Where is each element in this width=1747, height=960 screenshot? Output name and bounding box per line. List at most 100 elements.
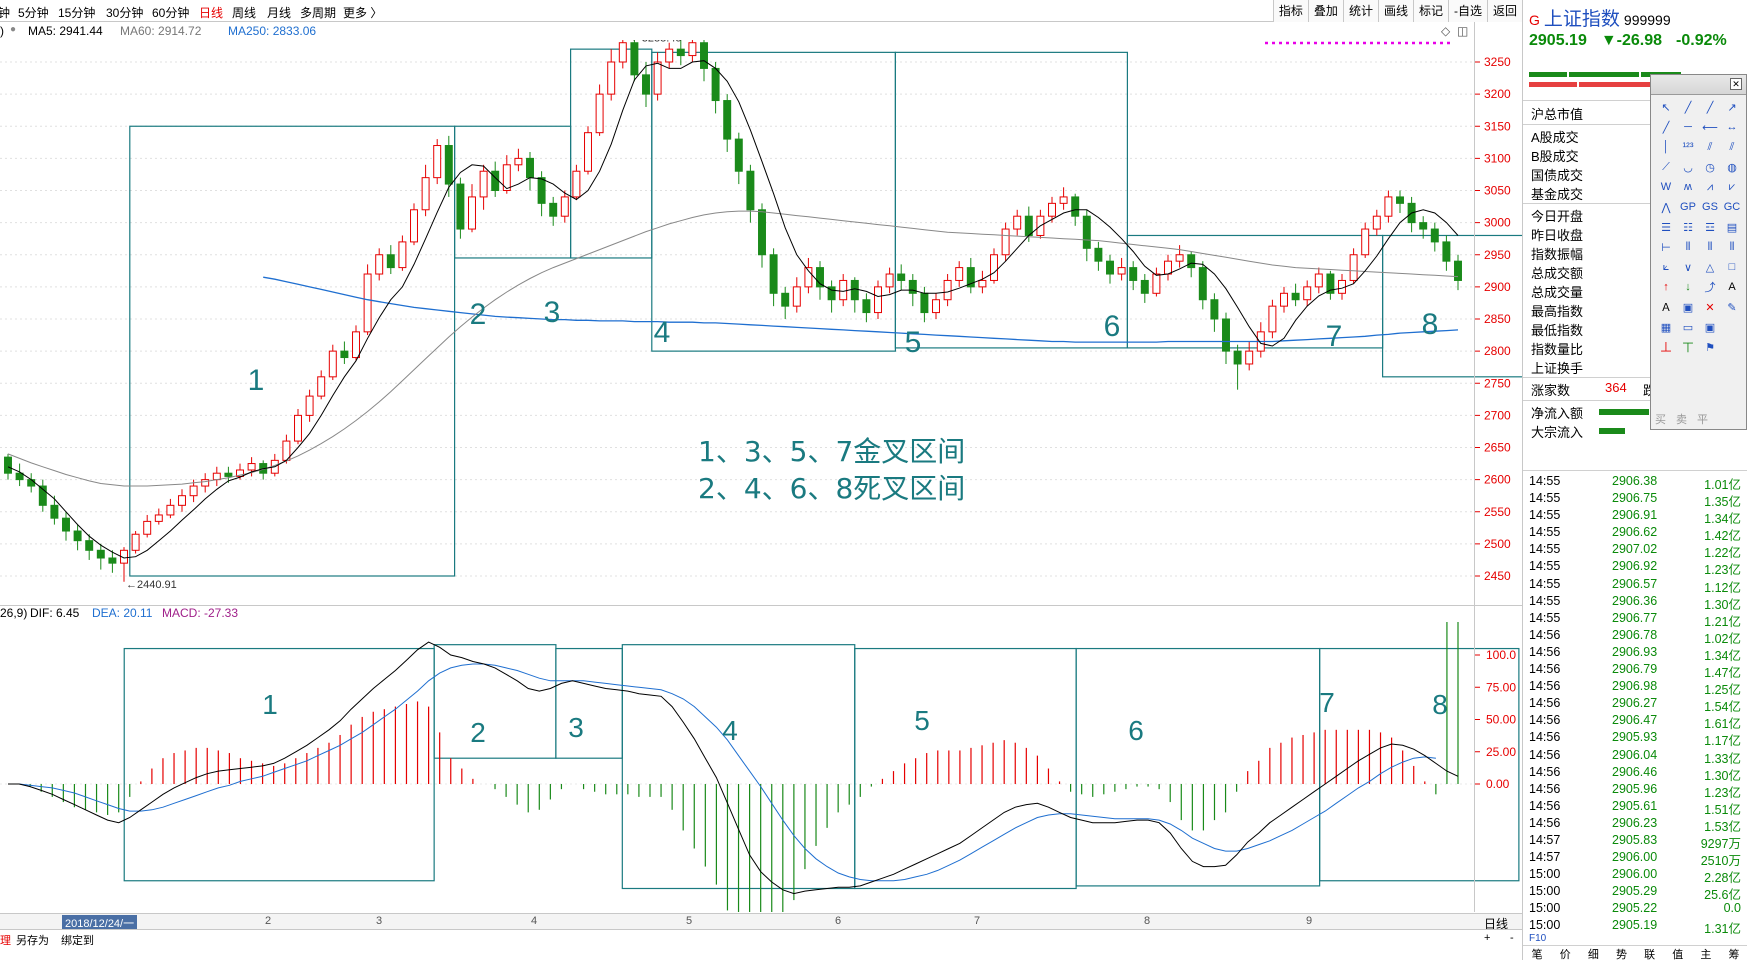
ma-legend-icon[interactable]: ● — [10, 24, 17, 35]
close-icon[interactable]: ✕ — [1730, 78, 1742, 90]
fork-icon[interactable]: ⟋ — [1662, 160, 1670, 173]
fib3-icon[interactable]: ☲ — [1705, 221, 1715, 234]
vline-icon[interactable]: │ — [1662, 141, 1670, 153]
period-5min[interactable]: 5分钟 — [18, 6, 49, 20]
palette-header[interactable]: ✕ — [1651, 75, 1746, 95]
arrow-ray-icon[interactable]: ↗ — [1727, 101, 1737, 114]
zigzag-icon[interactable]: ⩘ — [1706, 180, 1714, 193]
up-arrow2-icon[interactable]: ⤴ — [1704, 282, 1716, 294]
delete-icon[interactable]: ✕ — [1705, 301, 1715, 314]
overlay-button[interactable]: 叠加 — [1307, 0, 1343, 22]
zoom-out-button[interactable]: - — [1510, 932, 1514, 944]
text-a-icon[interactable]: A — [1728, 281, 1736, 293]
triangle-icon[interactable]: △ — [1705, 261, 1715, 274]
down-arrow-icon[interactable]: ↓ — [1685, 281, 1691, 293]
panel-separator — [1523, 377, 1747, 378]
candle-body — [642, 74, 650, 95]
manage-tab[interactable]: 理 — [0, 935, 11, 947]
ray-icon[interactable]: ╱ — [1706, 101, 1714, 114]
mark-button[interactable]: 标记 — [1412, 0, 1448, 22]
parallel-icon[interactable]: ⫽ — [1707, 140, 1713, 153]
hline-icon[interactable]: ─ — [1684, 121, 1692, 133]
save-as-button[interactable]: 另存为 — [16, 935, 49, 947]
macd-interval-label: 8 — [1432, 689, 1448, 720]
text-icon[interactable]: Ａ — [1660, 302, 1672, 314]
zoom-in-button[interactable]: + — [1484, 932, 1491, 944]
ruler2-icon[interactable]: ▣ — [1704, 321, 1716, 334]
rect-icon[interactable]: □ — [1728, 261, 1736, 273]
window-icon[interactable]: ◫ — [1457, 24, 1469, 38]
arc-icon[interactable]: ◡ — [1683, 161, 1693, 174]
draw-line-button[interactable]: 画线 — [1377, 0, 1413, 22]
down-mark-icon[interactable]: 丅 — [1682, 342, 1694, 354]
zigzag2-icon[interactable]: ⩗ — [1728, 180, 1736, 193]
note-icon[interactable]: ✎ — [1727, 301, 1737, 314]
price-chart[interactable]: 3250 3200 3150 3100 3050 3000 2950 2900 2850 2800… — [0, 40, 1522, 605]
gc-icon[interactable]: GC — [1723, 201, 1741, 213]
tab-linked[interactable]: 联 — [1644, 949, 1656, 960]
flag-icon[interactable]: ⚑ — [1705, 341, 1715, 354]
remove-watchlist-button[interactable]: -自选 — [1447, 0, 1487, 22]
text123-icon[interactable]: ¹²³ — [1682, 141, 1694, 153]
fib4-icon[interactable]: ▤ — [1726, 221, 1738, 234]
sell-mark-button[interactable]: 卖 — [1676, 414, 1687, 426]
gann2-icon[interactable]: ⦀ — [1685, 240, 1691, 253]
diamond-icon[interactable]: ◇ — [1441, 24, 1451, 38]
ellipse-icon[interactable]: ◍ — [1727, 161, 1737, 174]
up-arrow-icon[interactable]: ↑ — [1663, 281, 1669, 293]
macd-chart[interactable]: 100.0 75.00 50.00 25.00 0.00 1 2 3 4 5 6 7 8 — [0, 622, 1522, 912]
bind-to-button[interactable]: 绑定到 — [61, 935, 94, 947]
ruler-icon[interactable]: ▭ — [1682, 321, 1694, 334]
gann3-icon[interactable]: ⦀ — [1707, 240, 1713, 253]
period-weekly[interactable]: 周线 — [232, 6, 257, 20]
f10-label[interactable]: F10 — [1529, 933, 1547, 944]
fib2-icon[interactable]: ☷ — [1683, 221, 1693, 234]
calendar-icon[interactable]: ▦ — [1660, 321, 1672, 334]
gp-icon[interactable]: GP — [1680, 201, 1696, 213]
period-daily[interactable]: 日线 — [199, 6, 224, 20]
peak-icon[interactable]: ⋀ — [1661, 201, 1671, 214]
period-30min[interactable]: 30分钟 — [106, 6, 144, 20]
tab-chips[interactable]: 筹 — [1728, 949, 1740, 960]
tab-detail[interactable]: 细 — [1587, 949, 1599, 960]
candle — [642, 62, 650, 107]
wave-w-icon[interactable]: W — [1660, 181, 1672, 193]
tab-value[interactable]: 值 — [1672, 949, 1684, 960]
period-multi[interactable]: 多周期 — [300, 6, 337, 20]
fib-icon[interactable]: ☰ — [1661, 221, 1671, 234]
cursor-icon[interactable]: ↖ — [1661, 101, 1671, 114]
blank2-icon[interactable] — [1721, 337, 1743, 357]
check-icon[interactable]: ∨ — [1683, 261, 1693, 274]
gs-icon[interactable]: GS — [1702, 201, 1718, 213]
box-icon[interactable]: ▣ — [1682, 301, 1694, 314]
tab-trend[interactable]: 势 — [1615, 949, 1627, 960]
hray-icon[interactable]: ⟵ — [1702, 121, 1718, 134]
tab-trades[interactable]: 笔 — [1531, 949, 1543, 960]
back-button[interactable]: 返回 — [1486, 0, 1522, 22]
line-icon[interactable]: ╱ — [1684, 101, 1692, 114]
period-more[interactable]: 更多 〉 — [343, 6, 383, 20]
up-mark-icon[interactable]: 丄 — [1660, 342, 1672, 354]
channel-icon[interactable]: ⫽ — [1729, 140, 1735, 153]
period-monthly[interactable]: 月线 — [267, 6, 292, 20]
blank-icon[interactable] — [1721, 317, 1743, 337]
candle-body — [38, 485, 47, 506]
period-60min[interactable]: 60分钟 — [152, 6, 190, 20]
segment-icon[interactable]: ╱ — [1662, 121, 1670, 134]
period-15min[interactable]: 15分钟 — [58, 6, 96, 20]
tick-list[interactable]: 14:55 2906.38 1.01亿 14:55 2906.75 1.35亿 14:55 2… — [1529, 474, 1743, 936]
wave-m-icon[interactable]: ʍ — [1684, 181, 1692, 193]
tab-main[interactable]: 主 — [1700, 949, 1712, 960]
gann4-icon[interactable]: ⦀ — [1729, 240, 1735, 253]
stats-button[interactable]: 统计 — [1342, 0, 1378, 22]
hsegment-icon[interactable]: ↔ — [1726, 121, 1738, 133]
period-minute[interactable]: 钟 — [0, 6, 11, 20]
circle-icon[interactable]: ◷ — [1705, 161, 1715, 174]
candle-body — [1349, 254, 1358, 281]
gann-icon[interactable]: ⊢ — [1661, 241, 1671, 254]
tab-price[interactable]: 价 — [1559, 949, 1571, 960]
fan-icon[interactable]: ⟀ — [1662, 260, 1670, 273]
indicator-button[interactable]: 指标 — [1272, 0, 1308, 22]
flat-mark-button[interactable]: 平 — [1697, 414, 1708, 426]
buy-mark-button[interactable]: 买 — [1655, 414, 1666, 426]
